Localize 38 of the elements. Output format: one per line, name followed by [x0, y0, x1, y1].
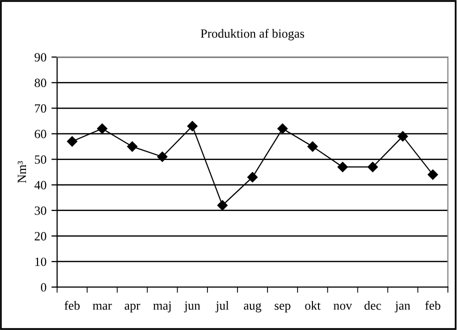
y-tick-label: 10	[35, 258, 46, 266]
point	[277, 124, 288, 134]
x-tick-label: okt	[305, 300, 321, 310]
x-tick-label: mar	[92, 304, 112, 310]
x-tick-label: dec	[364, 300, 382, 310]
y-tick-label: 20	[34, 232, 46, 240]
x-tick-label: feb	[425, 300, 440, 310]
y-tick-label: 0	[40, 283, 46, 292]
x-tick-label: apr	[124, 304, 140, 312]
x-tick-label: feb	[64, 300, 80, 310]
y-axis-title: Nm³	[18, 161, 26, 183]
point	[217, 200, 228, 210]
point	[368, 162, 378, 172]
point	[127, 141, 138, 152]
y-tick-label: 80	[34, 78, 46, 88]
y-tick-label: 30	[34, 206, 46, 215]
point	[157, 152, 168, 162]
point	[398, 131, 408, 142]
point	[67, 136, 78, 147]
x-tick-label: nov	[334, 304, 352, 310]
y-tick-label: 50	[34, 155, 46, 164]
y-tick-label: 70	[35, 104, 46, 113]
x-tick-label: maj	[153, 301, 171, 312]
y-tick-label: 40	[34, 180, 46, 190]
point	[247, 172, 258, 182]
x-tick-label: jan	[394, 301, 410, 312]
x-tick-label: aug	[244, 303, 262, 312]
chart-title: Produktion af biogas	[200, 28, 304, 40]
x-tick-label: jul	[215, 300, 229, 312]
x-tick-label: sep	[274, 304, 290, 312]
point	[97, 124, 108, 134]
y-tick-label: 90	[34, 53, 46, 62]
x-tick-label: jun	[184, 301, 200, 312]
point	[187, 120, 198, 132]
point	[338, 162, 348, 172]
point	[428, 170, 438, 180]
y-tick-label: 60	[34, 130, 46, 138]
point	[307, 141, 318, 152]
